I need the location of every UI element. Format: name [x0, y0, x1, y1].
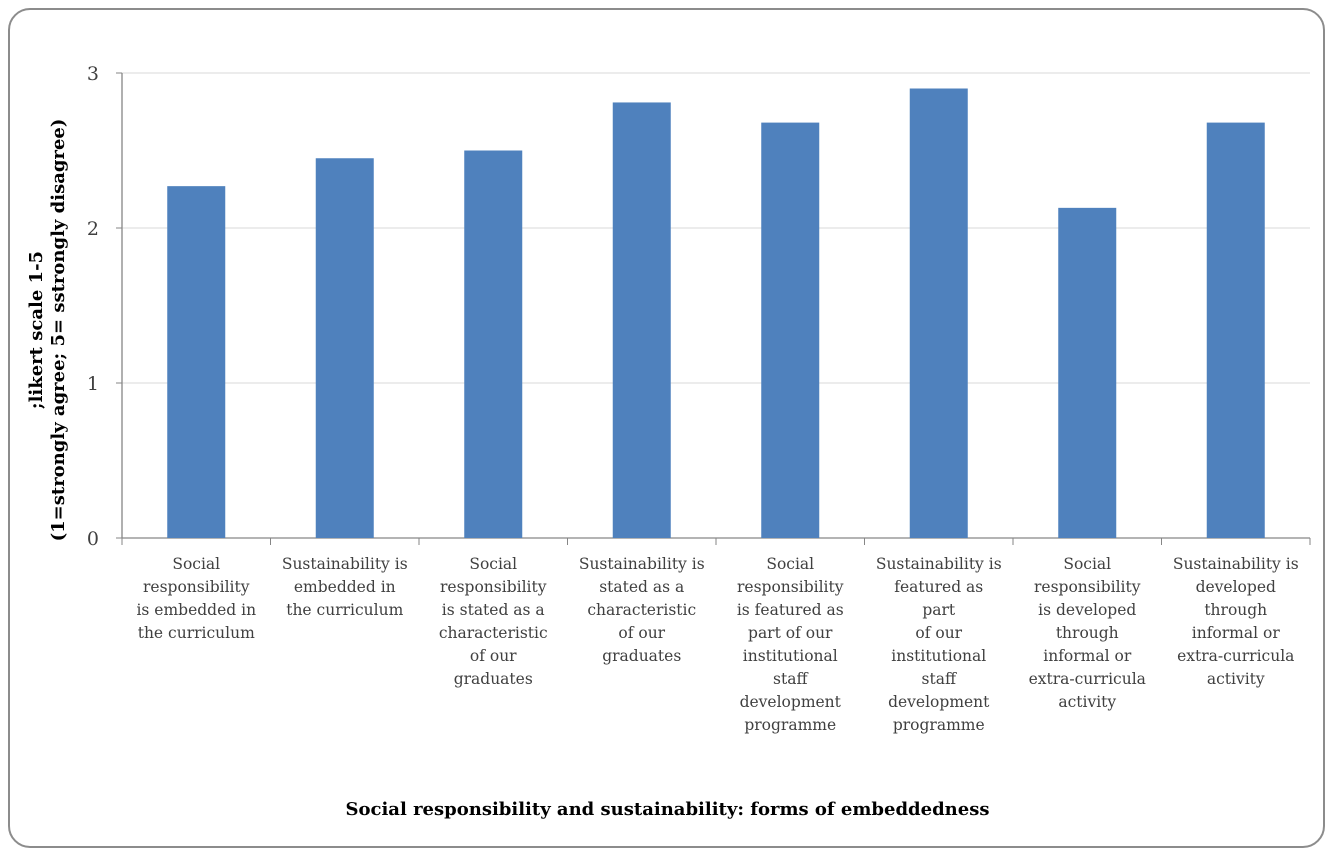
- x-tick-label-line: through: [1055, 624, 1119, 642]
- x-tick-label-line: Social: [1063, 555, 1112, 573]
- x-tick-label-line: programme: [892, 716, 985, 734]
- x-tick-label-line: staff: [921, 670, 956, 688]
- bar: [1206, 122, 1265, 538]
- bar: [612, 102, 671, 538]
- x-tick-label-line: staff: [773, 670, 808, 688]
- x-tick-label-line: through: [1204, 601, 1268, 619]
- x-tick-label-line: of our: [915, 624, 963, 642]
- x-tick-label-line: graduates: [602, 647, 682, 665]
- x-tick-label-line: featured as part: [894, 578, 984, 619]
- x-tick-label-line: programme: [744, 716, 837, 734]
- x-tick-label-line: characteristic: [587, 601, 697, 619]
- y-tick-label: 1: [87, 373, 99, 395]
- x-tick-label: Sustainability is featured as part of our i…: [876, 553, 1002, 737]
- x-tick-label-line: informal or: [1043, 647, 1132, 665]
- x-tick-label: Sustainability is developed through informa…: [1173, 553, 1299, 691]
- x-tick-label-line: the curriculum: [137, 624, 255, 642]
- x-tick-label-line: informal or: [1191, 624, 1280, 642]
- x-tick-label-line: institutional: [891, 647, 987, 665]
- x-tick-label-line: characteristic: [438, 624, 548, 642]
- bar: [1058, 207, 1117, 538]
- bar: [909, 88, 968, 538]
- x-tick-label-line: extra-curricula: [1028, 670, 1146, 688]
- x-tick-label-line: institutional: [742, 647, 838, 665]
- x-tick-label-line: responsibility: [143, 578, 250, 596]
- x-tick-label-line: activity: [1206, 670, 1265, 688]
- x-tick-label-line: of our: [618, 624, 666, 642]
- x-tick-label-line: Sustainability is: [281, 555, 408, 573]
- x-tick-label-line: is developed: [1038, 601, 1137, 619]
- x-tick-label-line: development: [739, 693, 841, 711]
- bar-chart-plot: 0 1 2 3: [87, 63, 1311, 550]
- x-tick-label-line: of our: [469, 647, 517, 665]
- bar: [761, 122, 820, 538]
- x-tick-label-line: activity: [1058, 693, 1117, 711]
- x-tick-label-line: stated as a: [599, 578, 685, 596]
- x-tick-label: Social responsibility is embedded in the cu…: [133, 553, 259, 645]
- x-tick-label: Sustainability is stated as a characterist…: [579, 553, 705, 668]
- y-tick-label: 3: [87, 63, 99, 85]
- x-tick-label-line: development: [888, 693, 990, 711]
- x-tick-label-line: Sustainability is: [875, 555, 1002, 573]
- bar: [167, 186, 226, 538]
- x-tick-label-line: is featured as: [736, 601, 844, 619]
- x-tick-label-line: Social: [766, 555, 815, 573]
- y-tick-label: 0: [87, 528, 99, 550]
- x-tick-label: Social responsibility is developed through i…: [1024, 553, 1150, 714]
- bar: [315, 158, 374, 538]
- x-tick-label-line: is stated as a: [441, 601, 545, 619]
- x-tick-label-line: embedded in: [293, 578, 396, 596]
- x-tick-label-line: the curriculum: [286, 601, 404, 619]
- x-tick-label-line: responsibility: [737, 578, 844, 596]
- x-tick-label: Sustainability is embedded in the curricul…: [282, 553, 408, 622]
- x-tick-label-line: responsibility: [440, 578, 547, 596]
- x-tick-label-line: Social: [469, 555, 518, 573]
- x-tick-label-line: is embedded in: [136, 601, 257, 619]
- x-tick-label: Social responsibility is featured as part o…: [727, 553, 853, 737]
- x-tick-label-line: graduates: [453, 670, 533, 688]
- x-tick-label: Social responsibility is stated as a charac…: [430, 553, 556, 691]
- x-tick-label-line: extra-curricula: [1177, 647, 1295, 665]
- bar: [464, 150, 523, 538]
- x-tick-label-line: Social: [172, 555, 221, 573]
- x-tick-label-line: developed: [1195, 578, 1276, 596]
- x-tick-label-line: Sustainability is: [1172, 555, 1299, 573]
- y-tick-label: 2: [87, 218, 99, 240]
- x-tick-label-line: part of our: [748, 624, 833, 642]
- x-tick-label-line: responsibility: [1034, 578, 1141, 596]
- chart-title: Social responsibility and sustainability…: [345, 799, 990, 820]
- x-tick-label-line: Sustainability is: [578, 555, 705, 573]
